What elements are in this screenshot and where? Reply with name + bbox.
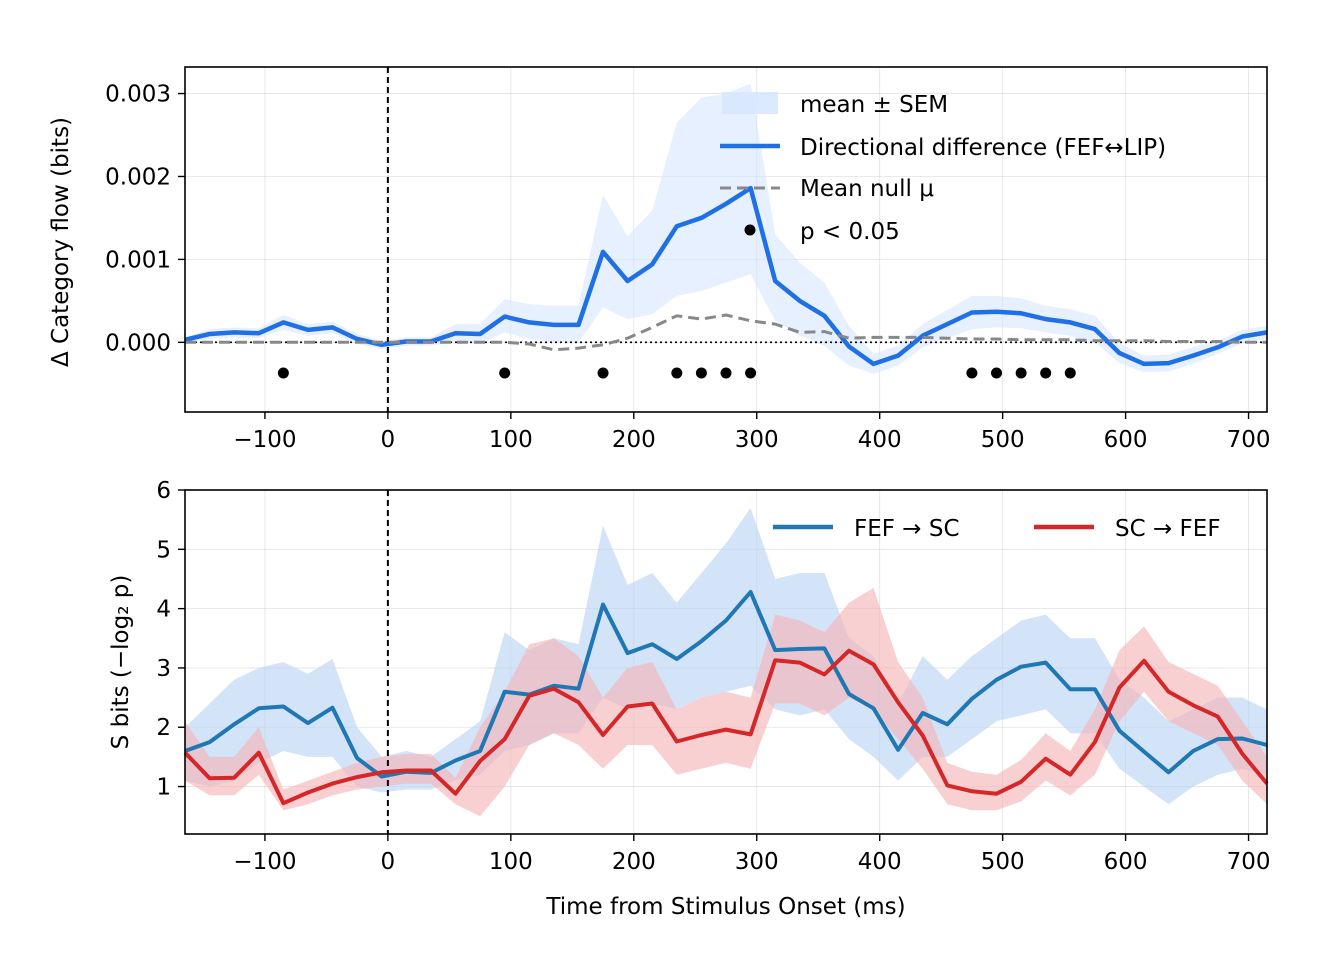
bottom-x-tick-label: −100 xyxy=(233,849,296,875)
legend-fef-sc-label: FEF → SC xyxy=(854,516,960,542)
bottom-x-ticks: −100 0 100 200 300 400 500 600 700 xyxy=(233,834,1271,875)
bottom-y-tick-label: 3 xyxy=(156,656,171,682)
top-bands xyxy=(185,83,1267,374)
bottom-x-tick-label: 0 xyxy=(381,849,396,875)
top-legend: mean ± SEM Directional difference (FEF↔L… xyxy=(720,92,1166,245)
top-panel: −100 0 100 200 300 400 500 600 700 0.0000.0010.0… xyxy=(48,66,1271,453)
top-y-tick-label: 0.000 xyxy=(105,330,171,356)
significance-point xyxy=(597,367,609,379)
bottom-x-tick-label: 700 xyxy=(1227,849,1271,875)
bottom-band-0 xyxy=(185,507,1267,805)
significance-point xyxy=(499,367,511,379)
top-x-tick-label: 700 xyxy=(1227,427,1271,453)
bottom-lines xyxy=(183,590,1269,806)
top-x-tick-label: 300 xyxy=(735,427,779,453)
significance-point xyxy=(720,367,732,379)
significance-point xyxy=(1015,367,1027,379)
top-y-axis-label: Δ Category flow (bits) xyxy=(48,117,74,367)
bottom-band-1 xyxy=(185,587,1267,817)
top-y-ticks: 0.000 0.001 0.002 0.003 xyxy=(105,82,185,356)
bottom-bands xyxy=(185,507,1267,817)
legend-point-label: p < 0.05 xyxy=(800,219,900,245)
top-x-tick-label: 200 xyxy=(612,427,656,453)
legend-band-swatch xyxy=(722,92,778,114)
significance-point xyxy=(1064,367,1076,379)
top-series-line-1 xyxy=(185,313,1267,352)
bottom-x-tick-label: 300 xyxy=(735,849,779,875)
top-band-0 xyxy=(185,83,1267,374)
top-x-tick-label: −100 xyxy=(233,427,296,453)
top-x-tick-label: 400 xyxy=(858,427,902,453)
bottom-y-tick-label: 1 xyxy=(156,775,171,801)
significance-point xyxy=(695,367,707,379)
bottom-x-tick-label: 500 xyxy=(981,849,1025,875)
significance-point xyxy=(991,367,1002,379)
top-x-tick-label: 100 xyxy=(489,427,533,453)
bottom-series-line-0 xyxy=(184,590,1268,779)
significance-point xyxy=(745,367,757,379)
bottom-y-tick-label: 2 xyxy=(156,715,171,741)
bottom-x-axis-label: Time from Stimulus Onset (ms) xyxy=(545,894,905,920)
bottom-axes-frame xyxy=(184,489,1268,835)
top-lines xyxy=(184,185,1268,367)
bottom-y-tick-label: 6 xyxy=(156,478,171,504)
top-x-tick-label: 0 xyxy=(381,427,396,453)
top-x-ticks: −100 0 100 200 300 400 500 600 700 xyxy=(233,412,1271,453)
significance-point xyxy=(277,367,289,379)
bottom-x-tick-label: 100 xyxy=(489,849,533,875)
bottom-y-axis-label: S bits (−log₂ p) xyxy=(108,575,134,750)
legend-line-label: Directional difference (FEF↔LIP) xyxy=(800,135,1166,161)
legend-null-label: Mean null μ xyxy=(800,176,934,202)
top-x-tick-label: 500 xyxy=(981,427,1025,453)
legend-band-label: mean ± SEM xyxy=(800,92,948,118)
bottom-x-tick-label: 400 xyxy=(858,849,902,875)
significance-point xyxy=(1040,367,1052,379)
legend-sc-fef-label: SC → FEF xyxy=(1115,516,1221,542)
top-axes-frame xyxy=(184,66,1268,413)
top-y-tick-label: 0.002 xyxy=(105,164,171,190)
top-y-tick-label: 0.003 xyxy=(105,82,171,108)
bottom-x-tick-label: 600 xyxy=(1104,849,1148,875)
legend-point-swatch xyxy=(744,224,756,236)
top-y-tick-label: 0.001 xyxy=(105,247,171,273)
bottom-panel: −100 0 100 200 300 400 500 600 700 1 2 3 4 5 6 S bits… xyxy=(108,478,1271,920)
bottom-legend: FEF → SC SC → FEF xyxy=(773,516,1221,542)
top-x-tick-label: 600 xyxy=(1104,427,1148,453)
bottom-series-line-1 xyxy=(183,648,1269,806)
bottom-x-tick-label: 200 xyxy=(612,849,656,875)
bottom-y-tick-label: 5 xyxy=(156,537,171,563)
significance-point xyxy=(966,367,978,379)
bottom-y-ticks: 1 2 3 4 5 6 xyxy=(156,478,185,801)
top-significance-points xyxy=(277,367,1076,379)
bottom-y-tick-label: 4 xyxy=(156,597,171,623)
significance-point xyxy=(671,367,683,379)
